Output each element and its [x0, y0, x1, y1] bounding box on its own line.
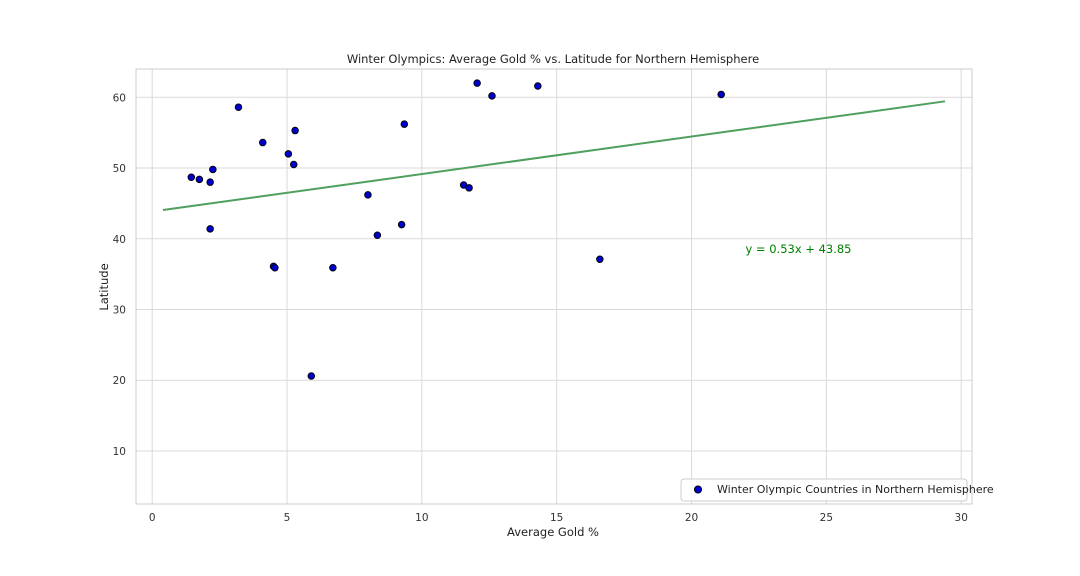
scatter-point [400, 120, 409, 128]
scatter-point [488, 92, 496, 100]
scatter-point [209, 165, 217, 174]
y-tick-label: 60 [113, 92, 126, 104]
x-tick-label: 20 [685, 512, 698, 524]
scatter-point [187, 173, 196, 181]
chart-title: Winter Olympics: Average Gold % vs. Lati… [347, 52, 759, 66]
y-tick-labels: 10 20 30 40 50 60 [113, 92, 126, 458]
scatter-point [291, 126, 299, 135]
scatter-point [234, 103, 243, 111]
scatter-point [258, 138, 267, 147]
y-tick-label: 30 [113, 304, 126, 316]
scatter-point [271, 264, 279, 272]
y-tick-label: 20 [113, 375, 126, 387]
scatter-point [534, 82, 542, 90]
scatter-point [284, 150, 293, 158]
scatter-point [307, 372, 316, 380]
regression-line [162, 100, 946, 212]
x-axis-label: Average Gold % [507, 525, 599, 539]
scatter-point [290, 160, 298, 169]
scatter-point [206, 178, 214, 186]
y-axis-label: Latitude [97, 263, 111, 310]
legend-entry-label: Winter Olympic Countries in Northern Hem… [717, 483, 994, 496]
x-tick-labels: 0 5 10 15 20 25 30 [149, 512, 968, 524]
regression-line-layer [162, 100, 946, 212]
scatter-point [373, 231, 382, 239]
grid-lines [136, 69, 972, 504]
scatter-point [364, 191, 372, 199]
y-tick-label: 50 [113, 163, 126, 175]
x-tick-label: 5 [284, 512, 291, 524]
x-tick-label: 15 [550, 512, 563, 524]
x-tick-label: 0 [149, 512, 156, 524]
legend-marker [693, 485, 703, 494]
scatter-point [596, 255, 604, 264]
scatter-point [329, 264, 337, 272]
x-tick-label: 30 [955, 512, 968, 524]
legend: Winter Olympic Countries in Northern Hem… [680, 478, 994, 502]
scatter-point [473, 79, 481, 87]
data-points [187, 79, 725, 380]
y-tick-label: 40 [113, 234, 126, 246]
plot-frame [135, 68, 973, 505]
scatter-point [206, 225, 214, 233]
scatter-point [717, 90, 725, 99]
legend-box [680, 478, 968, 502]
regression-equation-annotation: y = 0.53x + 43.85 [745, 242, 851, 256]
scatter-point [195, 175, 204, 184]
x-tick-label: 10 [415, 512, 428, 524]
scatter-point [465, 184, 473, 192]
x-tick-label: 25 [820, 512, 833, 524]
scatter-point [397, 220, 406, 229]
y-tick-label: 10 [113, 446, 126, 458]
